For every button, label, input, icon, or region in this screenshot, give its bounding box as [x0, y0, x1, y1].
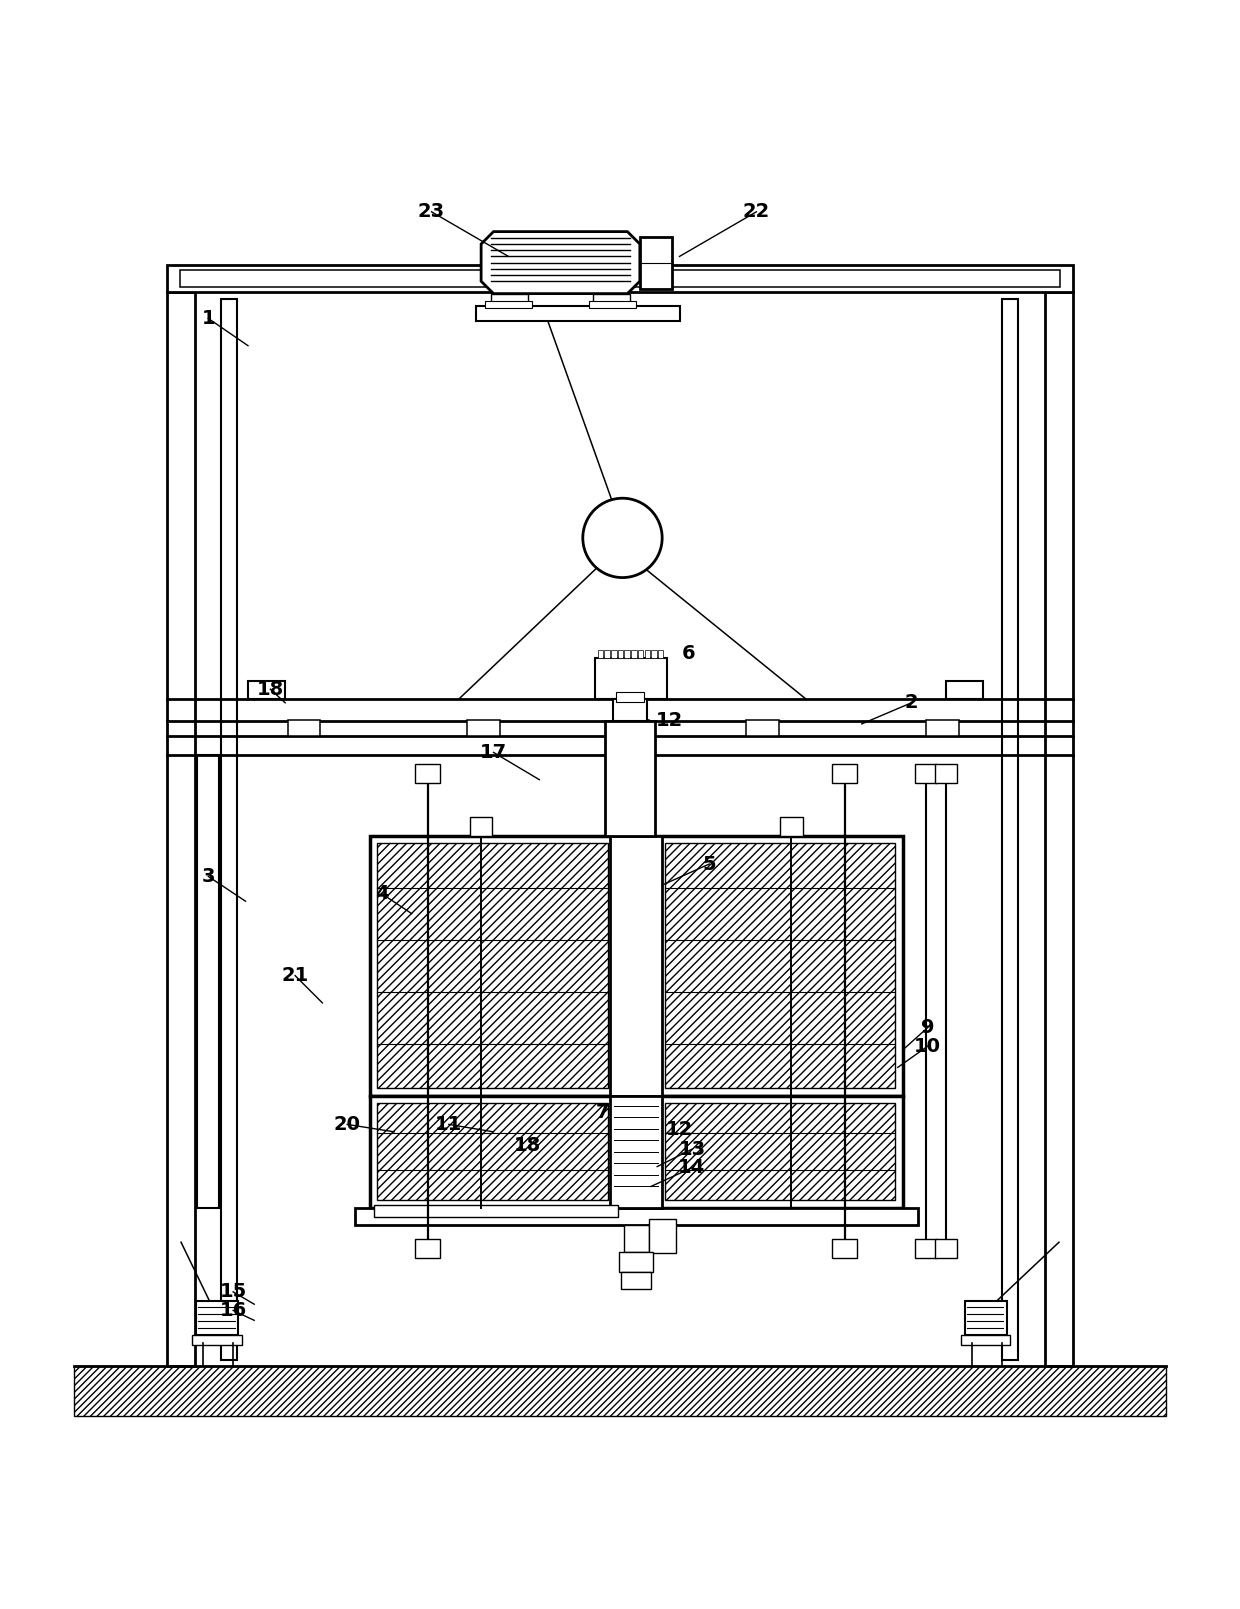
Bar [649, 1218, 676, 1253]
Bar [618, 650, 624, 658]
Bar [651, 650, 657, 658]
Bar [476, 306, 680, 320]
Text: 9: 9 [921, 1018, 934, 1038]
Text: 15: 15 [219, 1282, 247, 1302]
Bar [665, 1104, 895, 1200]
Bar [645, 650, 650, 658]
Bar [288, 721, 320, 737]
Bar [610, 835, 662, 1096]
Bar [221, 299, 237, 1360]
Bar [192, 1335, 242, 1345]
Bar [665, 843, 895, 1088]
Bar [370, 835, 903, 1096]
Text: 4: 4 [376, 885, 388, 903]
Bar [415, 764, 440, 784]
Bar [467, 721, 500, 737]
Bar [415, 1239, 440, 1258]
Bar [370, 1096, 903, 1207]
Text: 12: 12 [666, 1120, 693, 1139]
Bar [167, 265, 1073, 293]
Bar [965, 1300, 1007, 1335]
Bar [926, 721, 959, 737]
Bar [470, 817, 492, 835]
Text: 5: 5 [703, 854, 715, 874]
Text: 18: 18 [257, 679, 284, 698]
Text: 3: 3 [202, 867, 215, 887]
Circle shape [583, 499, 662, 578]
Text: 20: 20 [334, 1115, 361, 1134]
Bar [915, 1239, 937, 1258]
Bar [915, 764, 937, 784]
Text: 12: 12 [656, 711, 683, 729]
Bar [832, 764, 857, 784]
Bar [611, 650, 616, 658]
Bar [624, 1224, 649, 1252]
Text: 1: 1 [202, 309, 215, 328]
Bar [248, 681, 285, 698]
Bar [595, 658, 667, 698]
Bar [610, 1096, 662, 1207]
Bar [491, 293, 528, 304]
Text: 23: 23 [418, 203, 445, 222]
Text: 10: 10 [914, 1036, 941, 1056]
Bar [377, 843, 608, 1088]
Bar [631, 650, 636, 658]
Bar [589, 301, 636, 309]
Bar [658, 650, 663, 658]
Bar [619, 1252, 653, 1273]
Bar [616, 721, 649, 737]
Bar [621, 1273, 651, 1289]
Bar [167, 293, 195, 1366]
Text: 17: 17 [480, 743, 507, 763]
Bar [485, 301, 532, 309]
Text: 16: 16 [219, 1302, 247, 1319]
Bar [946, 681, 983, 698]
Text: 22: 22 [743, 203, 770, 222]
Bar [935, 764, 957, 784]
Polygon shape [481, 232, 640, 293]
Bar [935, 1239, 957, 1258]
Text: 18: 18 [513, 1136, 541, 1155]
Bar [74, 1366, 1166, 1416]
Bar [197, 755, 219, 1207]
Text: 6: 6 [682, 644, 694, 663]
Text: 13: 13 [678, 1139, 706, 1158]
Bar [605, 721, 655, 835]
Bar [180, 270, 1060, 288]
Bar [616, 692, 644, 702]
Bar [1045, 293, 1073, 1366]
Bar [746, 721, 779, 737]
Text: 11: 11 [435, 1115, 463, 1134]
Bar [377, 1104, 608, 1200]
Bar [374, 1205, 618, 1218]
Text: 21: 21 [281, 965, 309, 985]
Text: 2: 2 [905, 693, 918, 713]
Bar [961, 1335, 1011, 1345]
Bar [640, 237, 672, 288]
Bar [604, 650, 610, 658]
Bar [1002, 299, 1018, 1360]
Text: 7: 7 [596, 1102, 609, 1121]
Bar [625, 650, 630, 658]
Bar [598, 650, 603, 658]
Bar [832, 1239, 857, 1258]
Bar [196, 1300, 238, 1335]
Text: 14: 14 [678, 1158, 706, 1178]
Bar [637, 650, 644, 658]
Bar [355, 1207, 918, 1224]
Bar [780, 817, 802, 835]
Bar [613, 698, 647, 721]
Bar [593, 293, 630, 304]
